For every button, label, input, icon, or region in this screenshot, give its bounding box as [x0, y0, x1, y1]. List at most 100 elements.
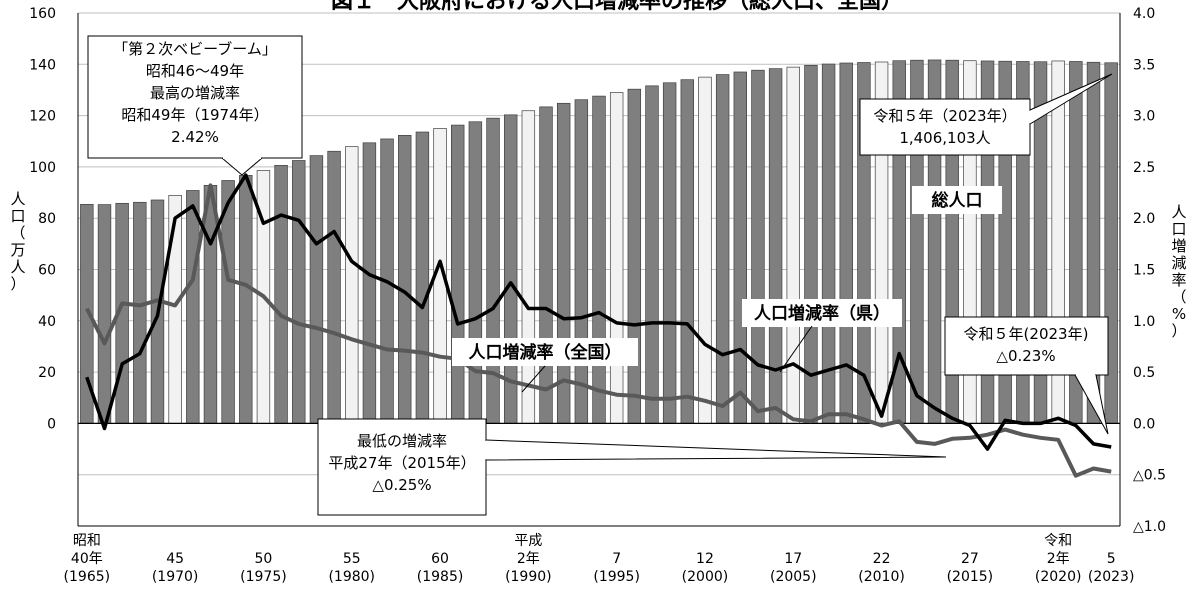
x-tick-label: (2020)	[1035, 569, 1082, 585]
peak-callout-text: 「第２次ベビーブーム」	[113, 40, 277, 58]
population-callout-text: 1,406,103人	[899, 129, 990, 147]
peak-callout-text: 昭和46～49年	[146, 62, 244, 80]
population-bar	[539, 106, 553, 424]
right-tick-label: 2.0	[1133, 211, 1155, 227]
x-tick-label: 60	[431, 551, 449, 567]
lowest-callout-text: 最低の増減率	[357, 432, 447, 450]
rate-2023-callout	[944, 316, 1109, 376]
lowest-callout-pointer	[485, 439, 947, 461]
x-tick-label: (1965)	[64, 569, 111, 585]
x-tick-label: 2年	[517, 551, 540, 567]
x-tick-label: (1985)	[417, 569, 464, 585]
x-tick-label: (1975)	[240, 569, 287, 585]
population-bar	[609, 92, 624, 424]
right-tick-label: △0.5	[1133, 468, 1166, 484]
x-tick-label: 2年	[1047, 551, 1070, 567]
x-tick-label: 50	[255, 551, 273, 567]
rate-2023-callout-pointer	[1074, 374, 1109, 435]
left-tick-label: 40	[38, 314, 56, 330]
peak-callout-text: 昭和49年（1974年）	[121, 106, 268, 124]
population-bar	[239, 175, 253, 424]
right-tick-label: 4.0	[1133, 6, 1155, 22]
x-tick-label: 平成	[514, 533, 542, 549]
prefecture-label-leader	[779, 325, 813, 373]
population-callout	[859, 98, 1031, 156]
population-bar	[97, 204, 112, 424]
peak-callout-pointer	[221, 157, 263, 176]
lowest-callout	[317, 418, 487, 516]
peak-callout	[87, 35, 303, 159]
right-tick-label: 1.0	[1133, 314, 1155, 330]
left-tick-label: 20	[38, 365, 56, 381]
left-tick-label: 100	[29, 160, 56, 176]
right-tick-label: 3.0	[1133, 109, 1155, 125]
right-tick-label: 0.0	[1133, 416, 1155, 432]
x-tick-label: 45	[166, 551, 184, 567]
x-tick-label: 27	[961, 551, 979, 567]
x-tick-label: (2015)	[947, 569, 994, 585]
prefecture-rate-label: 人口増減率（県）	[754, 303, 890, 324]
population-bar	[698, 76, 712, 424]
lowest-callout-text: △0.25%	[372, 476, 431, 494]
x-tick-label: 17	[784, 551, 802, 567]
population-bar	[804, 64, 818, 424]
population-bar	[521, 110, 536, 424]
national-label-leader	[521, 365, 546, 393]
population-bar	[680, 79, 695, 424]
x-tick-label: (1995)	[593, 569, 640, 585]
left-tick-label: 0	[47, 416, 56, 432]
population-bar	[415, 131, 430, 424]
population-bar	[186, 190, 200, 424]
x-tick-label: 55	[343, 551, 361, 567]
rate-2023-callout-text: △0.23%	[996, 347, 1055, 365]
left-tick-label: 160	[29, 6, 56, 22]
total-population-label-box	[912, 186, 1002, 214]
x-tick-label: 40年	[71, 551, 103, 567]
population-bar	[486, 117, 500, 424]
x-tick-label: 22	[873, 551, 891, 567]
x-tick-label: (2000)	[682, 569, 729, 585]
population-bar	[133, 201, 147, 424]
peak-callout-text: 最高の増減率	[150, 84, 240, 102]
population-bar	[574, 99, 589, 424]
left-tick-label: 80	[38, 211, 56, 227]
x-tick-label: (2010)	[858, 569, 905, 585]
left-tick-label: 60	[38, 263, 56, 279]
population-bar	[451, 124, 465, 424]
x-tick-label: 昭和	[73, 533, 101, 549]
rate-lines	[85, 173, 1112, 478]
x-tick-label: (2023)	[1088, 569, 1135, 585]
population-bar	[203, 185, 218, 424]
population-bar	[751, 69, 765, 424]
x-tick-label: 5	[1107, 551, 1116, 567]
tick-labels: 160 140 120 100 80 60 40 20 0 4.0 3.5 3.0 2.5 2.0 1.5 1…	[29, 6, 1166, 585]
x-tick-label: 7	[612, 551, 621, 567]
chart-title: 図１ 大阪府における人口増減率の推移（総人口、全国）	[331, 0, 903, 14]
population-bar	[786, 66, 800, 424]
peak-callout-text: 2.42%	[171, 128, 219, 146]
lowest-callout-text: 平成27年（2015年）	[328, 454, 475, 472]
population-bar	[362, 142, 377, 424]
left-tick-label: 140	[29, 57, 56, 73]
right-tick-label: 2.5	[1133, 160, 1155, 176]
population-bar	[662, 82, 677, 424]
right-tick-label: 3.5	[1133, 57, 1155, 73]
total-population-label: 総人口	[932, 190, 983, 211]
right-tick-label: 0.5	[1133, 365, 1155, 381]
x-tick-label: 12	[696, 551, 714, 567]
population-bar	[645, 85, 659, 424]
population-bar	[398, 135, 412, 424]
x-tick-label: (2005)	[770, 569, 817, 585]
population-bar	[468, 121, 483, 424]
right-axis-label: 人口増減率（%）	[1171, 203, 1186, 340]
population-bar	[274, 165, 288, 424]
right-tick-label: 1.5	[1133, 263, 1155, 279]
population-callout-pointer	[1029, 73, 1113, 125]
prefecture-rate-label-box	[742, 299, 902, 327]
population-bar	[715, 74, 730, 424]
national-rate-label-box	[452, 338, 638, 366]
population-bar	[292, 160, 306, 424]
x-tick-label: (1990)	[505, 569, 552, 585]
